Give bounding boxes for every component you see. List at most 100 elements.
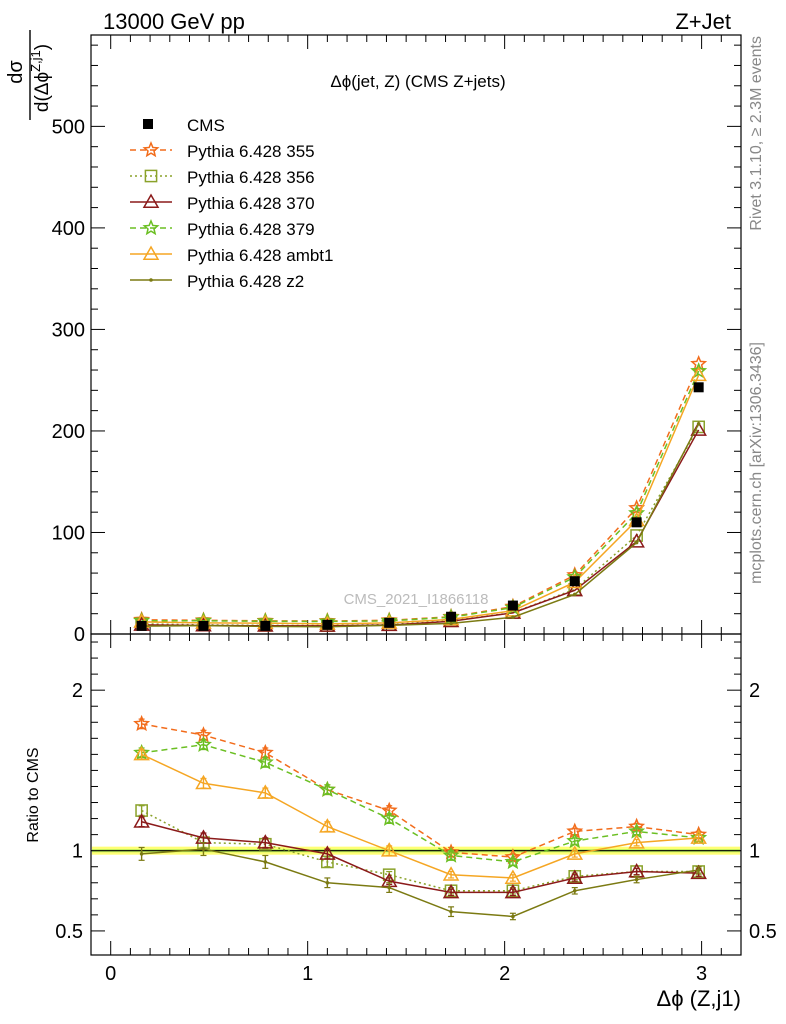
y-tick-label: 200 [52,421,85,443]
legend-label: Pythia 6.428 z2 [187,272,304,291]
axis-ticks: 0 1 2 3 0 100 200 300 400 500 0.5 0.5 1 1 2 2 [52,35,777,985]
ratio-line [141,809,699,892]
plot-title: Δϕ(jet, Z) (CMS Z+jets) [330,72,505,91]
ratio-panel-frame [90,633,742,956]
main-line [141,423,700,628]
triangle-marker [257,784,274,799]
triangle-marker [504,883,522,899]
cms-data-point [322,619,333,630]
x-tick-label: 2 [499,963,510,985]
star-marker [628,499,646,516]
watermark: CMS_2021_I1866118 [344,591,489,608]
cms-data-point [198,620,209,631]
square-marker [692,420,706,434]
dot-marker [139,852,144,856]
cms-data-point [136,620,147,631]
star-marker [442,846,460,863]
ratio-line [141,848,699,918]
ratio-y-tick-label-right: 0.5 [749,921,777,943]
star-marker [142,141,160,158]
x-tick-label: 1 [302,963,313,985]
dot-marker [201,847,206,851]
main-series-layer [133,354,708,632]
dot-marker [634,540,639,545]
legend-label: Pythia 6.428 370 [187,194,315,213]
star-marker [566,832,584,849]
triangle-marker [195,774,212,790]
dot-marker [634,877,639,882]
triangle-marker [133,813,150,828]
dot-marker [263,860,268,864]
ratio-line [141,723,699,858]
ratio-y-tick-label: 2 [72,680,83,702]
x-axis-label: Δϕ (Z,j1) [657,986,741,1011]
y-tick-label: 400 [52,218,85,240]
legend-label: Pythia 6.428 379 [187,220,315,239]
main-line [141,363,700,622]
star-marker [256,753,274,770]
svg-text:d(ΔϕZ,j1): d(ΔϕZ,j1) [28,44,53,112]
dot-marker [449,621,453,626]
triangle-marker [319,818,336,833]
dot-marker [325,880,330,885]
legend-label: Pythia 6.428 355 [187,142,315,161]
cms-data-point [260,620,271,631]
triangle-marker [142,245,160,260]
triangle-marker [628,533,645,548]
ratio-y-axis-label: Ratio to CMS [25,747,42,842]
star-marker [142,219,160,236]
legend: CMS Pythia 6.428 355 Pythia 6.428 356 Pythi… [130,116,333,291]
header-left: 13000 GeV pp [103,9,245,34]
dot-marker [572,889,577,893]
triangle-marker [690,829,707,844]
ratio-series-layer [133,714,708,921]
x-tick-label: 3 [696,963,707,985]
legend-label: Pythia 6.428 356 [187,168,315,187]
star-marker [690,362,708,379]
ratio-y-tick-label: 1 [72,841,83,863]
triangle-marker [380,842,398,857]
ratio-line [141,743,699,863]
x-tick-label: 0 [105,963,116,985]
y-tick-label: 500 [52,116,85,138]
ratio-line [141,753,699,879]
cms-data-point [631,517,642,528]
y-tick-label: 0 [74,624,85,646]
cms-data-point [446,611,457,622]
header-right: Z+Jet [675,9,731,34]
star-marker [194,735,212,752]
cms-data-point [693,382,704,393]
star-marker [380,809,398,826]
dot-marker [572,592,577,597]
cms-data-point [569,576,580,587]
cms-data-point [507,600,518,611]
svg-text:dσ: dσ [5,60,27,84]
mcplots-label: mcplots.cern.ch [arXiv:1306.3436] [748,342,765,584]
triangle-marker [504,869,522,884]
y-tick-label: 300 [52,319,85,341]
dot-marker [511,615,515,620]
triangle-marker [257,834,274,849]
ratio-uncertainty-band [91,846,741,855]
triangle-marker [566,845,584,860]
ratio-y-tick-label: 0.5 [55,921,83,943]
dot-marker [511,914,515,919]
star-marker [133,714,151,732]
main-line [141,370,700,623]
triangle-marker [566,869,584,884]
triangle-marker [442,866,460,881]
rivet-label: Rivet 3.1.10, ≥ 2.3M events [748,36,765,231]
triangle-marker [133,745,150,761]
legend-cms-marker [143,119,153,129]
ratio-y-tick-label-right: 2 [749,680,760,702]
triangle-marker [628,834,645,849]
y-tick-label: 100 [52,522,85,544]
ratio-y-tick-label-right: 1 [749,841,760,863]
dot-marker [696,868,701,872]
dot-marker [149,278,153,282]
dot-marker [696,422,701,426]
dot-marker [449,909,453,914]
dot-marker [387,885,392,890]
ratio-line [141,821,699,894]
